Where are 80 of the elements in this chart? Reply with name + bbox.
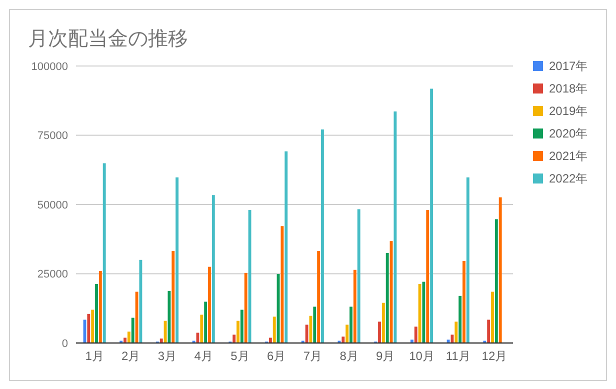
- bar: [494, 219, 498, 343]
- bar: [446, 340, 450, 343]
- bar: [272, 316, 276, 343]
- legend-label: 2020年: [549, 126, 588, 141]
- bar: [357, 209, 360, 343]
- bar: [487, 320, 490, 343]
- bar: [353, 270, 356, 343]
- bar: [346, 324, 349, 343]
- bar: [164, 320, 167, 343]
- x-tick-label: 5月: [230, 349, 250, 363]
- bar: [321, 129, 324, 343]
- bar: [244, 272, 248, 343]
- bar: [466, 177, 470, 343]
- bar: [280, 226, 284, 343]
- bar: [200, 314, 204, 343]
- x-tick-label: 8月: [340, 349, 358, 363]
- x-tick-label: 11月: [446, 349, 470, 363]
- bar: [386, 252, 389, 343]
- bar: [124, 338, 126, 343]
- bar: [410, 340, 414, 343]
- bar: [102, 163, 106, 343]
- bar: [87, 314, 90, 343]
- bar: [378, 322, 381, 343]
- bar: [309, 316, 312, 343]
- bar: [284, 151, 288, 343]
- bar: [95, 284, 98, 343]
- bar: [430, 88, 434, 343]
- chart-title: 月次配当金の推移: [28, 28, 188, 50]
- bar: [462, 261, 466, 343]
- bar: [422, 282, 426, 343]
- x-tick-label: 1月: [85, 349, 104, 363]
- bar: [131, 318, 134, 343]
- legend-label: 2017年: [549, 59, 588, 74]
- x-tick-label: 10月: [409, 349, 434, 363]
- bar: [454, 322, 458, 343]
- bar: [458, 296, 462, 343]
- bar: [236, 320, 240, 343]
- bar: [204, 302, 208, 343]
- bar: [276, 274, 280, 343]
- bar: [382, 302, 385, 343]
- bar: [212, 195, 215, 343]
- bar: [168, 290, 171, 343]
- bar: [160, 338, 163, 343]
- bar: [418, 284, 422, 343]
- y-tick-label: 75000: [37, 130, 68, 142]
- bar: [317, 251, 320, 343]
- bar: [91, 310, 94, 343]
- y-tick-label: 25000: [37, 268, 68, 281]
- y-tick-label: 0: [62, 338, 68, 350]
- x-tick-label: 9月: [376, 349, 395, 363]
- bar: [313, 306, 316, 343]
- x-tick-label: 6月: [266, 349, 286, 363]
- bar: [240, 310, 244, 343]
- x-tick-label: 3月: [158, 349, 177, 363]
- y-tick-label: 100000: [31, 60, 68, 73]
- bar: [176, 177, 179, 343]
- y-tick-label: 50000: [37, 199, 68, 212]
- bar: [127, 332, 130, 343]
- bar: [394, 111, 397, 343]
- bar: [414, 326, 418, 343]
- bar: [139, 260, 142, 343]
- bar: [305, 324, 308, 343]
- bar: [426, 210, 430, 343]
- bar: [350, 306, 352, 343]
- x-tick-label: 12月: [482, 349, 508, 363]
- legend-label: 2022年: [549, 172, 588, 186]
- legend-label: 2021年: [549, 149, 588, 164]
- bar: [342, 336, 345, 343]
- bar: [232, 334, 236, 343]
- x-tick-label: 2月: [122, 349, 140, 363]
- legend-label: 2018年: [549, 82, 588, 96]
- bar: [498, 197, 502, 343]
- bar: [491, 292, 494, 343]
- bar: [268, 338, 272, 343]
- bar: [172, 251, 175, 343]
- bar: [208, 266, 211, 343]
- legend-label: 2019年: [549, 104, 588, 118]
- x-tick-label: 7月: [303, 349, 322, 363]
- x-tick-label: 4月: [194, 349, 213, 363]
- bar: [98, 270, 102, 343]
